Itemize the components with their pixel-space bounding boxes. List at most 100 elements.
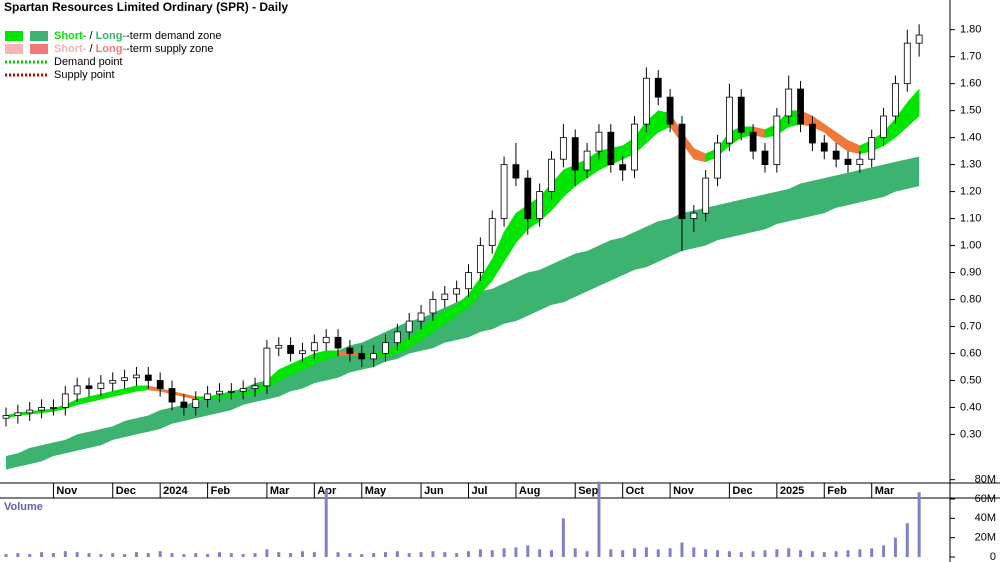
y-tick-label: 0.60 xyxy=(960,347,981,359)
candle-body xyxy=(476,245,484,273)
volume-bar xyxy=(4,554,8,557)
y-tick-label: 1.50 xyxy=(960,105,981,117)
x-tick-label: Nov xyxy=(56,485,78,497)
legend-label: Short- / Long--term demand zone xyxy=(54,30,222,42)
y-tick-label: 0.70 xyxy=(960,320,981,332)
volume-bar xyxy=(360,554,364,557)
volume-bar xyxy=(277,552,281,557)
candle-body xyxy=(559,137,567,160)
candle-body xyxy=(666,96,674,125)
candle-body xyxy=(678,123,686,219)
y-tick-label: 0.90 xyxy=(960,266,981,278)
candle-body xyxy=(370,353,378,360)
candle-body xyxy=(832,150,840,160)
x-tick-label: May xyxy=(365,485,387,497)
volume-bar xyxy=(787,548,791,557)
volume-bar xyxy=(407,553,411,557)
legend-short: Short- xyxy=(54,30,87,42)
candle-body xyxy=(856,158,864,165)
candle-body xyxy=(322,336,330,344)
candle-body xyxy=(903,42,911,85)
candle-body xyxy=(263,347,271,387)
candle-body xyxy=(773,115,781,165)
x-tick-label: Jun xyxy=(424,485,444,497)
volume-bar xyxy=(656,549,660,557)
candle-body xyxy=(156,380,164,389)
candle-body xyxy=(571,137,579,171)
legend-short: Short- xyxy=(54,43,87,55)
volume-bar xyxy=(514,547,518,557)
volume-bar xyxy=(194,553,198,557)
volume-bar xyxy=(799,550,803,557)
chart-title: Spartan Resources Limited Ordinary (SPR)… xyxy=(4,0,288,14)
volume-bar xyxy=(751,551,755,557)
candle-body xyxy=(251,385,259,389)
candle-body xyxy=(512,164,520,179)
legend-text: -term demand zone xyxy=(126,30,221,42)
candle-body xyxy=(287,344,295,354)
candle-body xyxy=(382,342,389,354)
volume-bar xyxy=(822,552,826,557)
volume-bar xyxy=(644,547,648,557)
candle-body xyxy=(133,374,140,379)
volume-bar xyxy=(905,523,909,557)
candle-body xyxy=(180,401,188,408)
volume-bar xyxy=(716,550,720,557)
candle-body xyxy=(144,374,152,381)
volume-bar xyxy=(146,553,150,557)
volume-bar xyxy=(633,548,637,557)
legend-long: Long- xyxy=(96,43,127,55)
candle-body xyxy=(725,96,733,144)
candle-body xyxy=(97,382,105,389)
candle-body xyxy=(702,177,710,214)
legend-swatch xyxy=(5,44,23,54)
volume-bar xyxy=(739,552,743,557)
volume-bar xyxy=(455,553,459,557)
candle-body xyxy=(749,131,757,152)
x-tick-label: 2024 xyxy=(163,485,188,497)
candle-body xyxy=(583,150,591,171)
volume-bar xyxy=(597,481,601,557)
volume-bar xyxy=(241,554,245,557)
volume-bar xyxy=(763,550,767,557)
x-tick-label: Mar xyxy=(270,485,290,497)
volume-bar xyxy=(858,549,862,557)
y-tick-label: 0.30 xyxy=(960,428,981,440)
x-tick-label: Mar xyxy=(875,485,895,497)
legend-long: Long- xyxy=(96,30,127,42)
candle-body xyxy=(488,218,496,246)
candle-body xyxy=(109,380,117,384)
volume-bar xyxy=(692,547,696,557)
volume-bar xyxy=(668,548,672,557)
volume-bar xyxy=(585,551,589,557)
volume-bar xyxy=(158,551,162,557)
candle-body xyxy=(524,177,532,219)
y-tick-label: 0 xyxy=(990,551,996,562)
legend-text: -term supply zone xyxy=(126,43,213,55)
volume-bar xyxy=(182,554,186,557)
volume-bar xyxy=(810,551,814,557)
candle-body xyxy=(61,393,69,408)
volume-bar xyxy=(289,553,293,557)
candle-body xyxy=(880,115,887,139)
candle-body xyxy=(892,83,899,117)
x-tick-label: Feb xyxy=(827,485,847,497)
legend-swatch xyxy=(30,31,48,41)
volume-bar xyxy=(111,553,115,557)
candle-body xyxy=(26,409,34,414)
x-tick-label: Sep xyxy=(578,485,598,497)
volume-bar xyxy=(419,552,423,557)
candle-body xyxy=(868,137,876,160)
candle-body xyxy=(204,393,212,400)
volume-bar xyxy=(123,554,127,557)
candle-body xyxy=(500,164,508,219)
volume-bar xyxy=(265,549,269,557)
short-term-zone xyxy=(907,88,920,128)
legend-label: Short- / Long--term supply zone xyxy=(54,43,214,55)
volume-bar xyxy=(550,550,554,557)
volume-bar xyxy=(87,553,91,557)
candle-body xyxy=(809,123,816,144)
y-tick-label: 1.80 xyxy=(960,24,981,36)
y-tick-label: 1.00 xyxy=(960,239,981,251)
y-tick-label: 1.40 xyxy=(960,132,981,144)
